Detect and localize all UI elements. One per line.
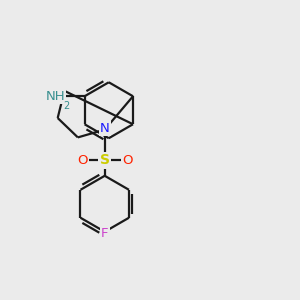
Text: O: O (122, 154, 132, 167)
Text: F: F (101, 227, 109, 240)
Text: NH: NH (45, 90, 65, 103)
Text: S: S (100, 153, 110, 167)
Text: O: O (77, 154, 88, 167)
Text: N: N (100, 122, 110, 135)
Text: 2: 2 (63, 101, 69, 111)
